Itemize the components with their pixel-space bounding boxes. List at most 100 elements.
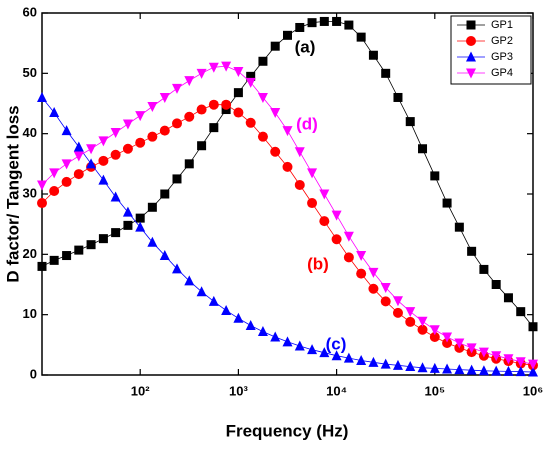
x-tick-label: 10² [131,383,150,398]
marker [208,62,219,73]
annotation: (d) [296,114,318,133]
marker [430,171,440,181]
marker [491,365,502,376]
marker [49,107,60,118]
marker [245,117,256,128]
marker [221,304,232,315]
marker [172,174,182,184]
marker [233,67,244,78]
marker [184,111,195,122]
marker [392,359,403,370]
marker [331,210,342,221]
x-tick-label: 10⁵ [425,383,446,398]
marker [37,91,47,102]
marker [73,151,84,162]
marker [454,364,465,375]
marker [503,293,513,303]
marker [233,312,244,323]
marker [282,30,292,40]
marker [503,354,514,365]
y-tick-label: 10 [23,306,37,321]
legend-label: GP3 [491,51,513,63]
marker [98,136,109,147]
marker [479,264,489,274]
annotation: (a) [295,37,316,56]
y-tick-label: 50 [23,65,37,80]
marker [380,358,391,369]
marker [343,252,354,263]
marker [270,146,281,157]
marker [417,362,428,373]
marker [159,250,170,261]
marker [62,251,72,261]
marker [467,246,477,256]
marker [478,347,489,358]
marker [528,359,538,370]
y-tick-label: 60 [23,4,37,19]
marker [356,355,367,366]
marker [233,88,243,98]
marker [73,169,84,180]
marker [74,245,84,255]
marker [111,228,121,238]
marker [196,104,207,115]
marker [147,236,158,247]
marker [258,56,268,66]
legend-label: GP4 [491,67,513,79]
marker [270,108,281,119]
marker [184,275,195,286]
marker [429,325,440,336]
marker [122,119,133,130]
marker [344,20,354,30]
marker [208,99,219,110]
marker [307,168,318,179]
marker [528,366,538,377]
x-tick-label: 10⁴ [326,383,347,398]
marker [478,365,489,376]
marker [332,16,342,26]
marker [147,202,157,212]
marker [319,216,330,227]
marker [442,363,453,374]
marker [37,261,47,271]
marker [319,16,329,26]
marker [466,364,477,375]
marker [86,158,97,169]
marker [331,350,342,361]
marker [466,343,477,354]
marker [122,143,133,154]
marker [245,320,256,331]
marker [466,36,476,46]
marker [356,268,367,279]
marker [61,176,72,187]
y-tick-label: 40 [23,125,37,140]
series-line [41,65,534,365]
marker [135,137,146,148]
marker [393,92,403,102]
marker [37,198,47,209]
marker [405,361,416,372]
marker [184,76,195,87]
marker [343,231,354,242]
marker [159,125,170,136]
marker [294,147,305,158]
marker [442,338,453,349]
legend-label: GP1 [491,19,513,31]
marker [49,168,60,179]
marker [295,22,305,32]
marker [442,332,453,343]
annotation: (c) [326,334,347,353]
y-tick-label: 30 [23,185,37,200]
marker [98,174,109,185]
marker [122,206,133,217]
x-tick-label: 10⁶ [523,383,543,398]
marker [37,180,47,191]
marker [257,131,268,142]
marker [380,296,391,307]
marker [343,352,354,363]
marker [245,77,256,88]
marker [356,32,366,42]
marker [417,316,428,327]
x-tick-label: 10³ [229,383,248,398]
marker [380,283,391,294]
